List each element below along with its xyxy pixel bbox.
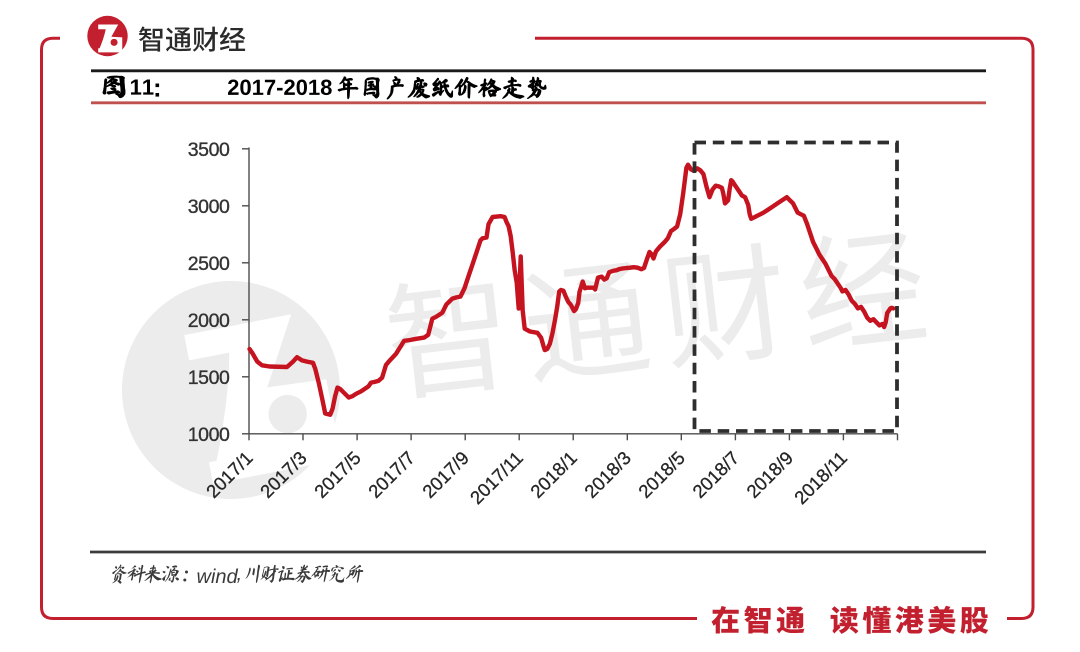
svg-text:2000: 2000 [188,310,230,332]
svg-text:1500: 1500 [188,367,230,389]
svg-text:3000: 3000 [188,196,230,218]
svg-text:3500: 3500 [188,139,230,161]
svg-text:1000: 1000 [188,424,230,446]
svg-text:2500: 2500 [188,253,230,275]
